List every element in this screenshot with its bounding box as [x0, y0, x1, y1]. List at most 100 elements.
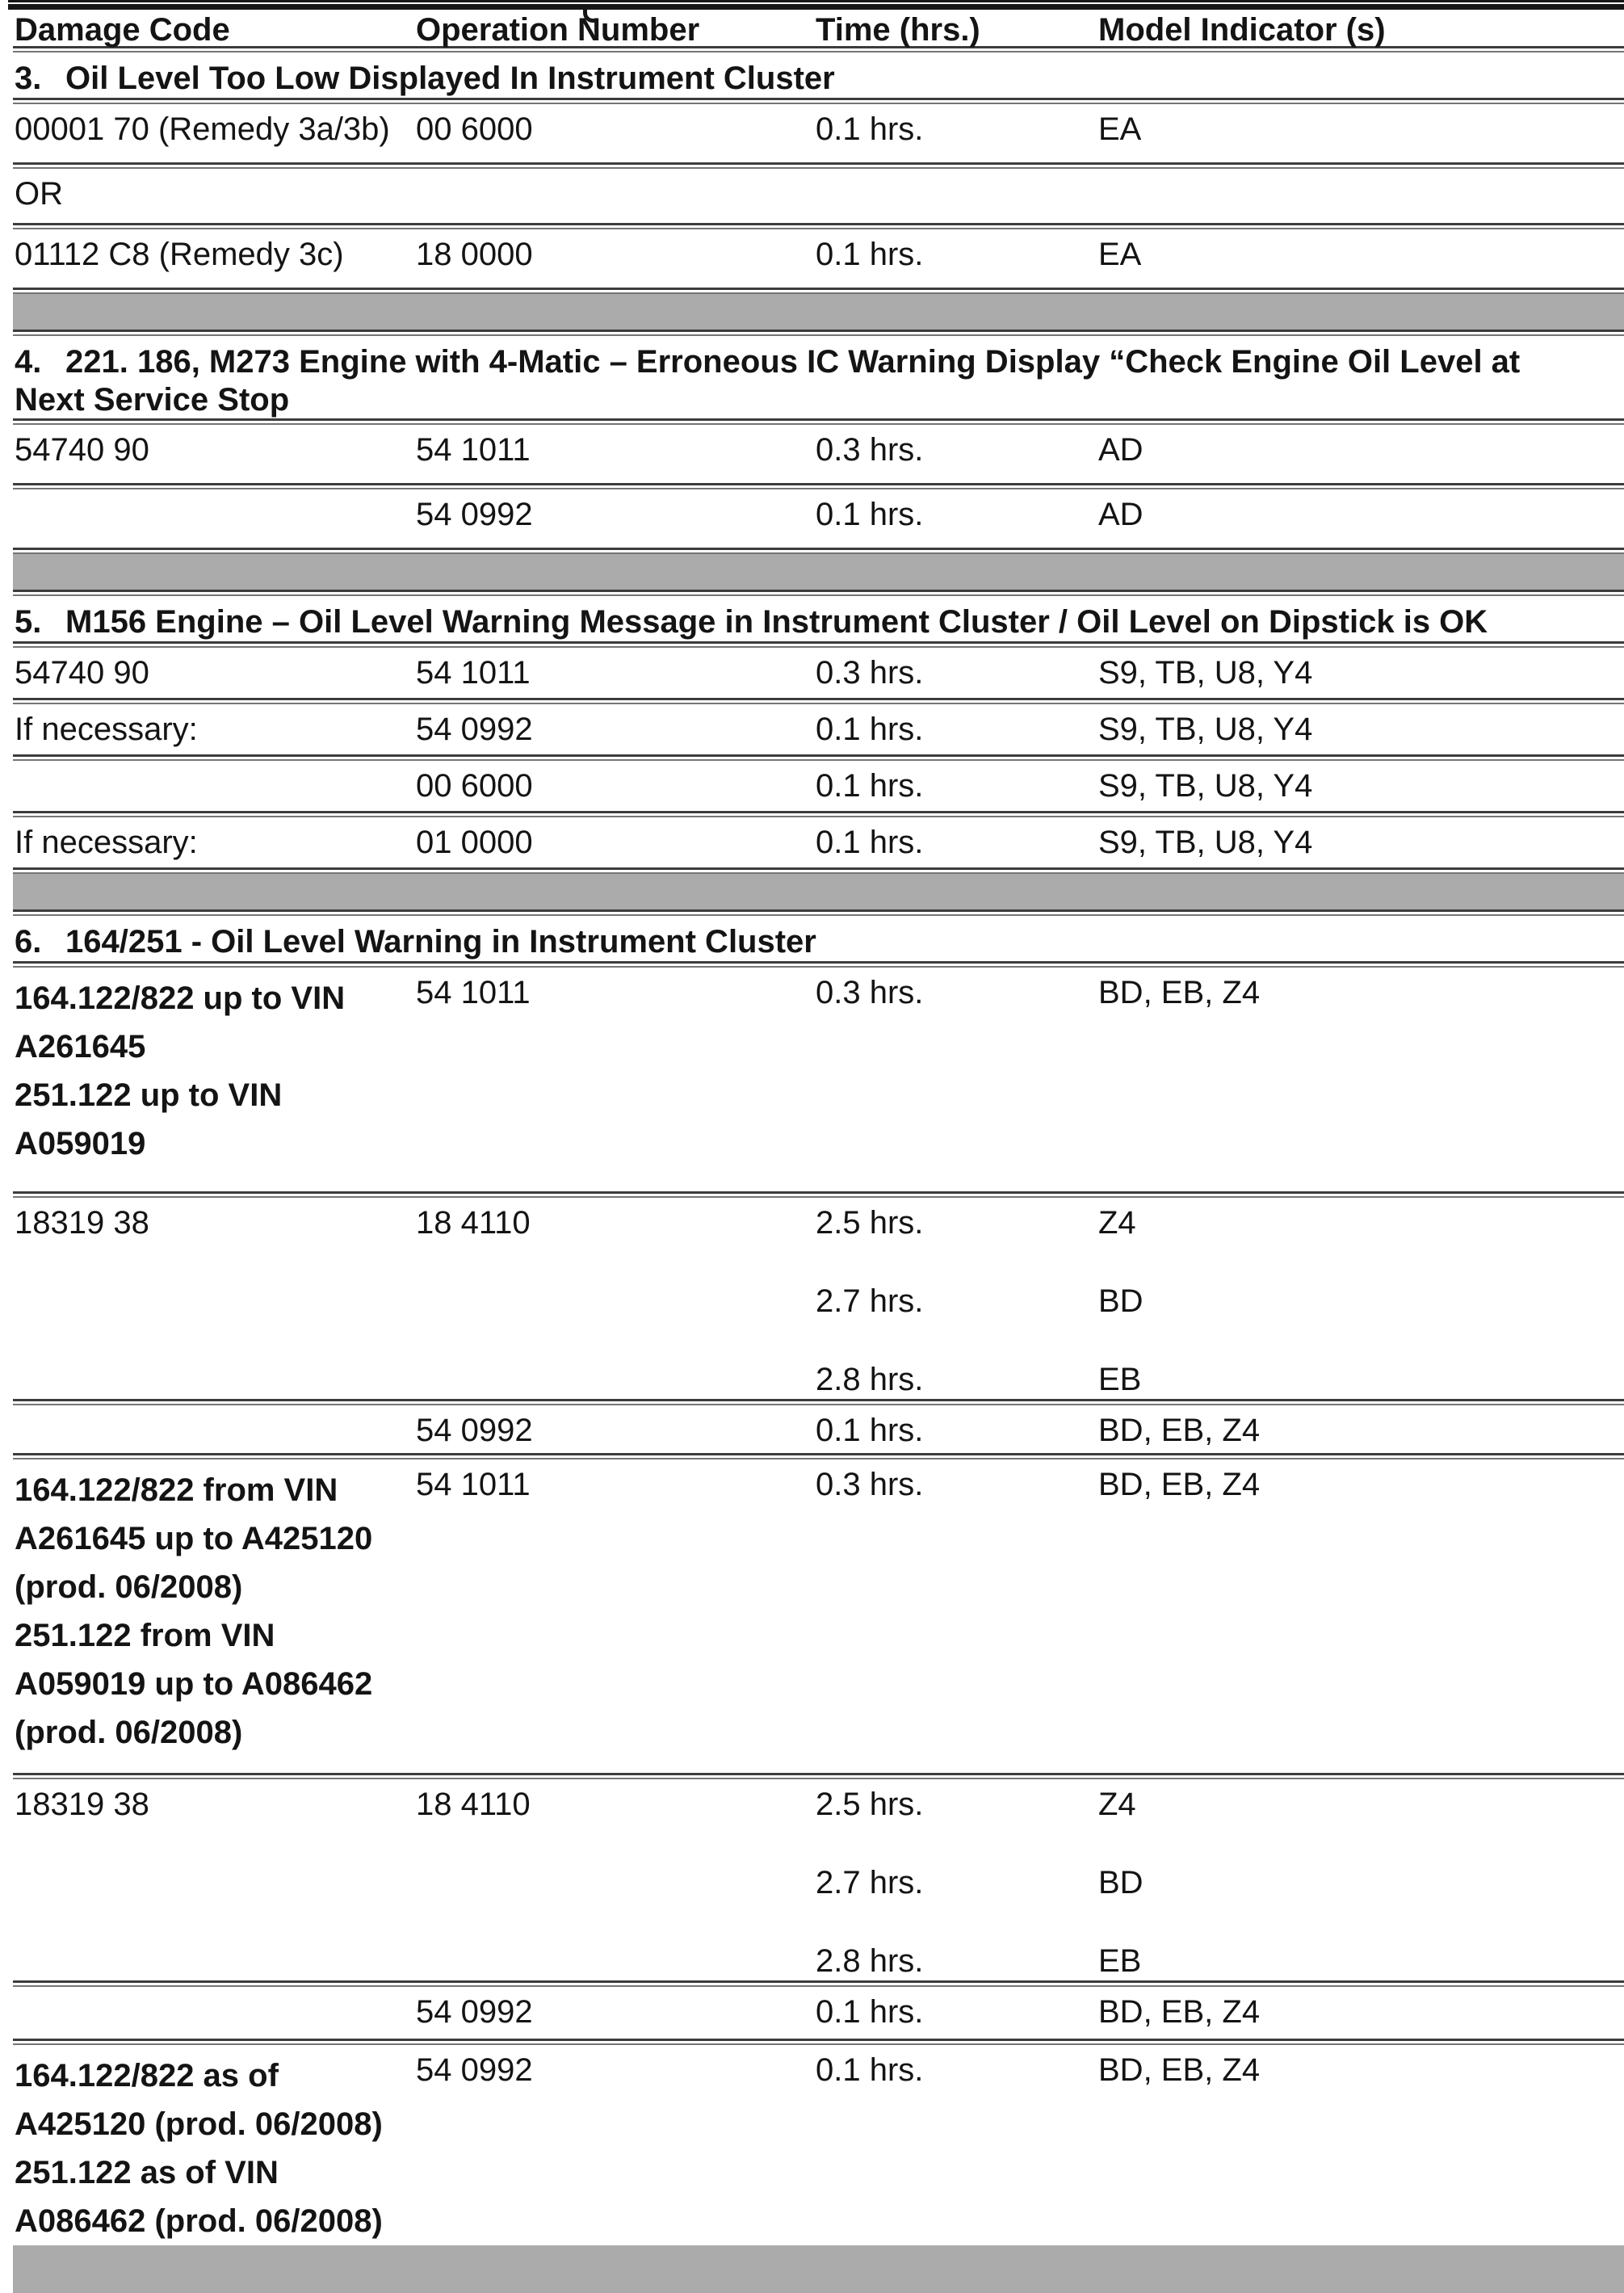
- table-row: If necessary: 01 0000 0.1 hrs. S9, TB, U…: [0, 817, 1624, 867]
- row-divider: [13, 46, 1624, 52]
- time-cell: 2.5 hrs.: [816, 1205, 924, 1241]
- model-indicator-cell: BD, EB, Z4: [1098, 1413, 1261, 1448]
- operation-number-cell: 18 4110: [416, 1205, 531, 1241]
- section-5-title: 5. M156 Engine – Oil Level Warning Messag…: [15, 604, 1488, 640]
- time-model-subrow: 2.8 hrs. EB: [816, 1936, 1624, 1980]
- table-row: 54 0992 0.1 hrs. BD, EB, Z4: [0, 1405, 1624, 1453]
- row-divider: [13, 162, 1624, 169]
- table-row: 54740 90 54 1011 0.3 hrs. AD: [0, 425, 1624, 483]
- time-model-subrow: 2.8 hrs. EB: [816, 1354, 1624, 1399]
- damage-code-cell: 00001 70 (Remedy 3a/3b): [15, 111, 390, 147]
- row-divider: [13, 1773, 1624, 1779]
- row-divider: [13, 641, 1624, 648]
- time-cell: 2.8 hrs.: [816, 1943, 924, 1979]
- row-divider: [13, 961, 1624, 968]
- top-border-bar: [8, 0, 1624, 23]
- model-indicator-cell: EB: [1098, 1362, 1142, 1397]
- section-3-title: 3. Oil Level Too Low Displayed In Instrum…: [15, 61, 835, 96]
- time-cell: 0.3 hrs.: [816, 432, 924, 468]
- section-separator-bar: [13, 554, 1624, 590]
- section-6-title: 6. 164/251 - Oil Level Warning in Instrum…: [15, 924, 816, 960]
- model-indicator-cell: BD: [1098, 1865, 1144, 1900]
- cropped-text-artifact: [583, 9, 598, 23]
- table-row: 54 0992 0.1 hrs. AD: [0, 489, 1624, 548]
- table-row: 18319 38 18 4110 2.5 hrs. Z4 2.7 hrs. BD…: [0, 1779, 1624, 1980]
- row-divider: [13, 1453, 1624, 1459]
- row-divider: [13, 98, 1624, 104]
- section-separator-bar: [13, 874, 1624, 909]
- damage-code-cell: [15, 1405, 416, 1411]
- time-cell: 0.1 hrs.: [816, 825, 924, 860]
- time-cell: 0.1 hrs.: [816, 1413, 924, 1448]
- table-row: If necessary: 54 0992 0.1 hrs. S9, TB, U…: [0, 704, 1624, 754]
- model-indicator-cell: Z4: [1098, 1787, 1136, 1822]
- table-row: 54740 90 54 1011 0.3 hrs. S9, TB, U8, Y4: [0, 648, 1624, 698]
- table-row: 00001 70 (Remedy 3a/3b) 00 6000 0.1 hrs.…: [0, 104, 1624, 162]
- section-6-number: 6.: [15, 924, 42, 960]
- section-separator-bar: [13, 294, 1624, 330]
- row-divider: [13, 418, 1624, 425]
- time-cell: 0.3 hrs.: [816, 975, 924, 1010]
- bottom-separator-bar: [13, 2245, 1624, 2293]
- model-indicator-cell: S9, TB, U8, Y4: [1098, 712, 1313, 747]
- damage-code-cell: 54740 90: [15, 655, 149, 691]
- model-indicator-cell: EA: [1098, 111, 1142, 147]
- time-model-subrow: 2.5 hrs. Z4: [816, 1198, 1624, 1276]
- row-divider: [13, 698, 1624, 704]
- time-cell: 2.5 hrs.: [816, 1787, 924, 1822]
- operation-number-cell: 54 0992: [416, 712, 533, 747]
- time-cell: 0.1 hrs.: [816, 497, 924, 532]
- time-cell: 0.3 hrs.: [816, 1467, 924, 1502]
- time-model-subrow: 2.5 hrs. Z4: [816, 1779, 1624, 1858]
- damage-code-cell: 54740 90: [15, 432, 149, 468]
- model-indicator-cell: EB: [1098, 1943, 1142, 1979]
- row-divider: [13, 223, 1624, 229]
- model-indicator-cell: BD, EB, Z4: [1098, 2052, 1261, 2088]
- operation-number-cell: 54 0992: [416, 497, 533, 532]
- time-cell: 2.8 hrs.: [816, 1362, 924, 1397]
- time-model-subrow: 2.7 hrs. BD: [816, 1276, 1624, 1354]
- time-cell: 2.7 hrs.: [816, 1865, 924, 1900]
- row-divider: [13, 483, 1624, 489]
- column-header-damage-code: Damage Code: [15, 12, 230, 48]
- operation-number-cell: 54 1011: [416, 432, 531, 468]
- time-cell: 2.7 hrs.: [816, 1283, 924, 1319]
- section-4-title: 4. 221. 186, M273 Engine with 4-Matic – E…: [15, 344, 1521, 380]
- row-divider: [13, 1191, 1624, 1198]
- operation-number-cell: 18 0000: [416, 237, 533, 272]
- damage-code-cell: 01112 C8 (Remedy 3c): [15, 237, 344, 272]
- time-model-subrows: 2.5 hrs. Z4 2.7 hrs. BD 2.8 hrs. EB: [816, 1779, 1624, 1980]
- table-row: 54 0992 0.1 hrs. BD, EB, Z4: [0, 1987, 1624, 2039]
- section-separator-rule: [13, 548, 1624, 554]
- row-divider: [13, 1980, 1624, 1987]
- time-cell: 0.1 hrs.: [816, 2052, 924, 2088]
- model-indicator-cell: EA: [1098, 237, 1142, 272]
- table-row: 164.122/822 up to VIN A261645 251.122 up…: [0, 968, 1624, 1191]
- damage-code-cell: If necessary:: [15, 825, 198, 860]
- time-cell: 0.3 hrs.: [816, 655, 924, 691]
- damage-code-cell: 18319 38: [15, 1205, 149, 1241]
- damage-code-cell: 164.122/822 from VIN A261645 up to A4251…: [15, 1472, 373, 1750]
- model-indicator-cell: BD, EB, Z4: [1098, 1467, 1261, 1502]
- section-separator-rule: [13, 867, 1624, 874]
- operation-number-cell: 00 6000: [416, 768, 533, 804]
- operation-number-cell: 54 1011: [416, 975, 531, 1010]
- table-row: 164.122/822 from VIN A261645 up to A4251…: [0, 1459, 1624, 1773]
- damage-code-cell: [15, 1987, 416, 1993]
- row-divider: [13, 754, 1624, 761]
- row-divider: [13, 2039, 1624, 2045]
- column-header-time: Time (hrs.): [816, 12, 980, 48]
- operation-number-cell: 00 6000: [416, 111, 533, 147]
- section-4-number: 4.: [15, 344, 42, 380]
- table-row: 01112 C8 (Remedy 3c) 18 0000 0.1 hrs. EA: [0, 229, 1624, 288]
- model-indicator-cell: BD: [1098, 1283, 1144, 1319]
- section-4-title-line2: Next Service Stop: [15, 382, 290, 418]
- time-cell: 0.1 hrs.: [816, 1994, 924, 2030]
- model-indicator-cell: S9, TB, U8, Y4: [1098, 655, 1313, 691]
- section-separator-rule: [13, 288, 1624, 294]
- model-indicator-cell: BD, EB, Z4: [1098, 1994, 1261, 2030]
- column-header-operation-number: Operation Number: [416, 12, 700, 48]
- operation-number-cell: 54 1011: [416, 655, 531, 691]
- operation-number-cell: 54 0992: [416, 1994, 533, 2030]
